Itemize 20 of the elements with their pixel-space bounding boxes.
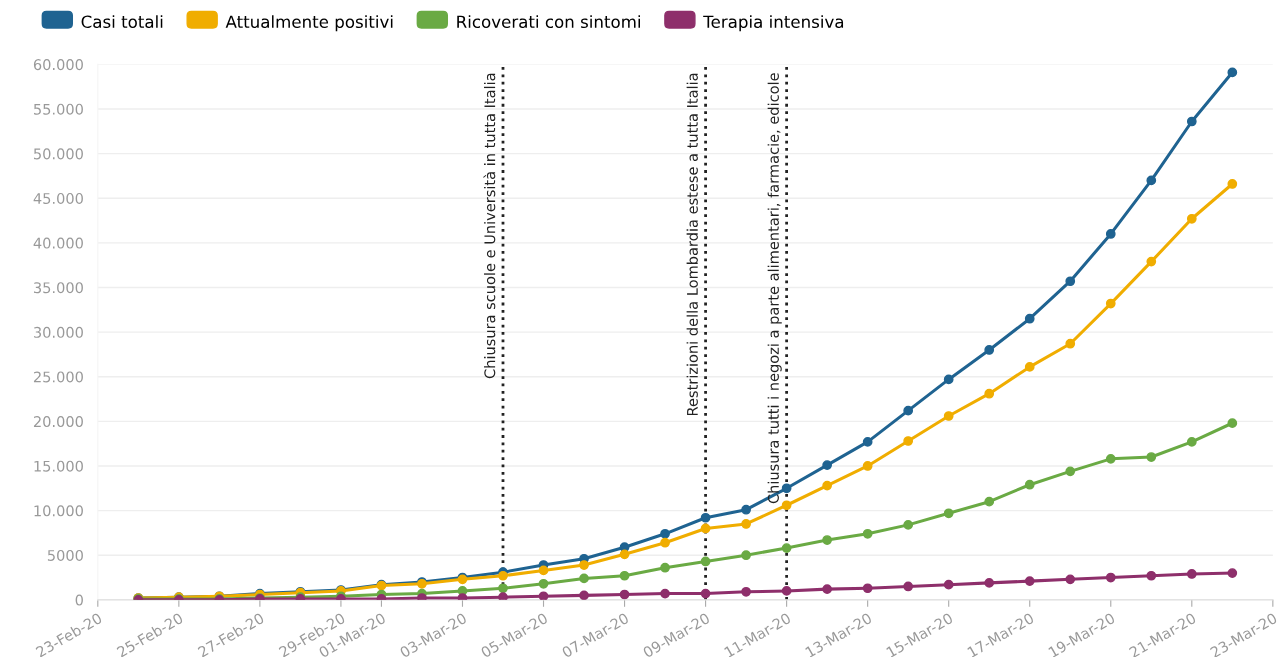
ref-line-label: Chiusura tutti i negozi a parte alimentari, farmacie, edicole xyxy=(767,73,782,504)
legend-label: Casi totali xyxy=(81,15,163,29)
legend-label: Ricoverati con sintomi xyxy=(457,15,640,29)
y-tick-label: 55.000 xyxy=(34,103,83,115)
y-tick-label: 15.000 xyxy=(34,460,83,472)
y-tick-label: 45.000 xyxy=(33,192,83,204)
y-tick-label: 35.000 xyxy=(34,282,83,294)
legend-label: Attualmente positivi xyxy=(225,15,393,32)
y-tick-label: 40.000 xyxy=(33,237,83,249)
y-tick-label: 25.000 xyxy=(33,371,83,383)
y-tick-label: 60.000 xyxy=(33,59,83,71)
ref-line-label: Restrizioni della Lombardia estese a tutta Italia xyxy=(686,73,698,416)
legend-label: Terapia intensiva xyxy=(703,15,844,32)
y-tick-label: 30.000 xyxy=(34,326,83,338)
y-tick-label: 0 xyxy=(75,594,83,606)
y-tick-label: 10.000 xyxy=(34,505,83,517)
y-tick-label: 20.000 xyxy=(33,416,83,428)
y-tick-label: 50.000 xyxy=(34,148,83,160)
y-tick-label: 5000 xyxy=(47,549,83,561)
ref-line-label: Chiusura scuole e Università in tutta Italia xyxy=(483,73,496,379)
